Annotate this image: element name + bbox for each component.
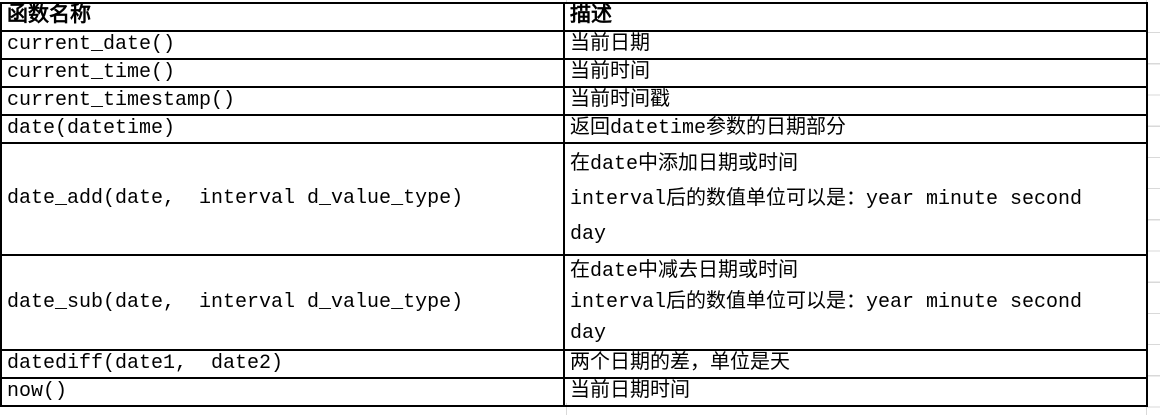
- description-cell: 当前日期时间: [563, 377, 1148, 407]
- function-name-cell: current_time(): [0, 58, 565, 88]
- table-row: current_timestamp() 当前时间戳: [0, 86, 1148, 116]
- description-cell: 当前时间戳: [563, 86, 1148, 116]
- description-cell: 两个日期的差，单位是天: [563, 349, 1148, 379]
- table-row: now() 当前日期时间: [0, 377, 1148, 407]
- function-name-cell: current_date(): [0, 30, 565, 60]
- column-header-function-name: 函数名称: [0, 2, 565, 32]
- description-cell: 在date中添加日期或时间 interval后的数值单位可以是：year min…: [563, 142, 1148, 256]
- table-row: datediff(date1, date2) 两个日期的差，单位是天: [0, 349, 1148, 379]
- gridlines-right-margin: [1147, 2, 1160, 412]
- functions-table: 函数名称 描述 current_date() 当前日期 current_time…: [0, 2, 1148, 407]
- table-row: date(datetime) 返回datetime参数的日期部分: [0, 114, 1148, 144]
- description-cell: 当前时间: [563, 58, 1148, 88]
- column-header-description: 描述: [563, 2, 1148, 32]
- description-cell: 返回datetime参数的日期部分: [563, 114, 1148, 144]
- function-name-cell: datediff(date1, date2): [0, 349, 565, 379]
- function-name-cell: current_timestamp(): [0, 86, 565, 116]
- table-header-row: 函数名称 描述: [0, 2, 1148, 32]
- description-cell: 当前日期: [563, 30, 1148, 60]
- table-row: current_date() 当前日期: [0, 30, 1148, 60]
- function-name-cell: now(): [0, 377, 565, 407]
- function-name-cell: date_add(date, interval d_value_type): [0, 142, 565, 256]
- gridline-stub-bottom-middle: [566, 403, 567, 415]
- function-name-cell: date(datetime): [0, 114, 565, 144]
- description-cell: 在date中减去日期或时间 interval后的数值单位可以是：year min…: [563, 254, 1148, 351]
- function-name-cell: date_sub(date, interval d_value_type): [0, 254, 565, 351]
- gridline-stub-top-right: [1146, 0, 1147, 2]
- table-row: date_sub(date, interval d_value_type) 在d…: [0, 254, 1148, 351]
- table-row: current_time() 当前时间: [0, 58, 1148, 88]
- table-row: date_add(date, interval d_value_type) 在d…: [0, 142, 1148, 256]
- gridline-stub-top-middle: [566, 0, 567, 2]
- gridline-stub-bottom-right: [1146, 403, 1147, 415]
